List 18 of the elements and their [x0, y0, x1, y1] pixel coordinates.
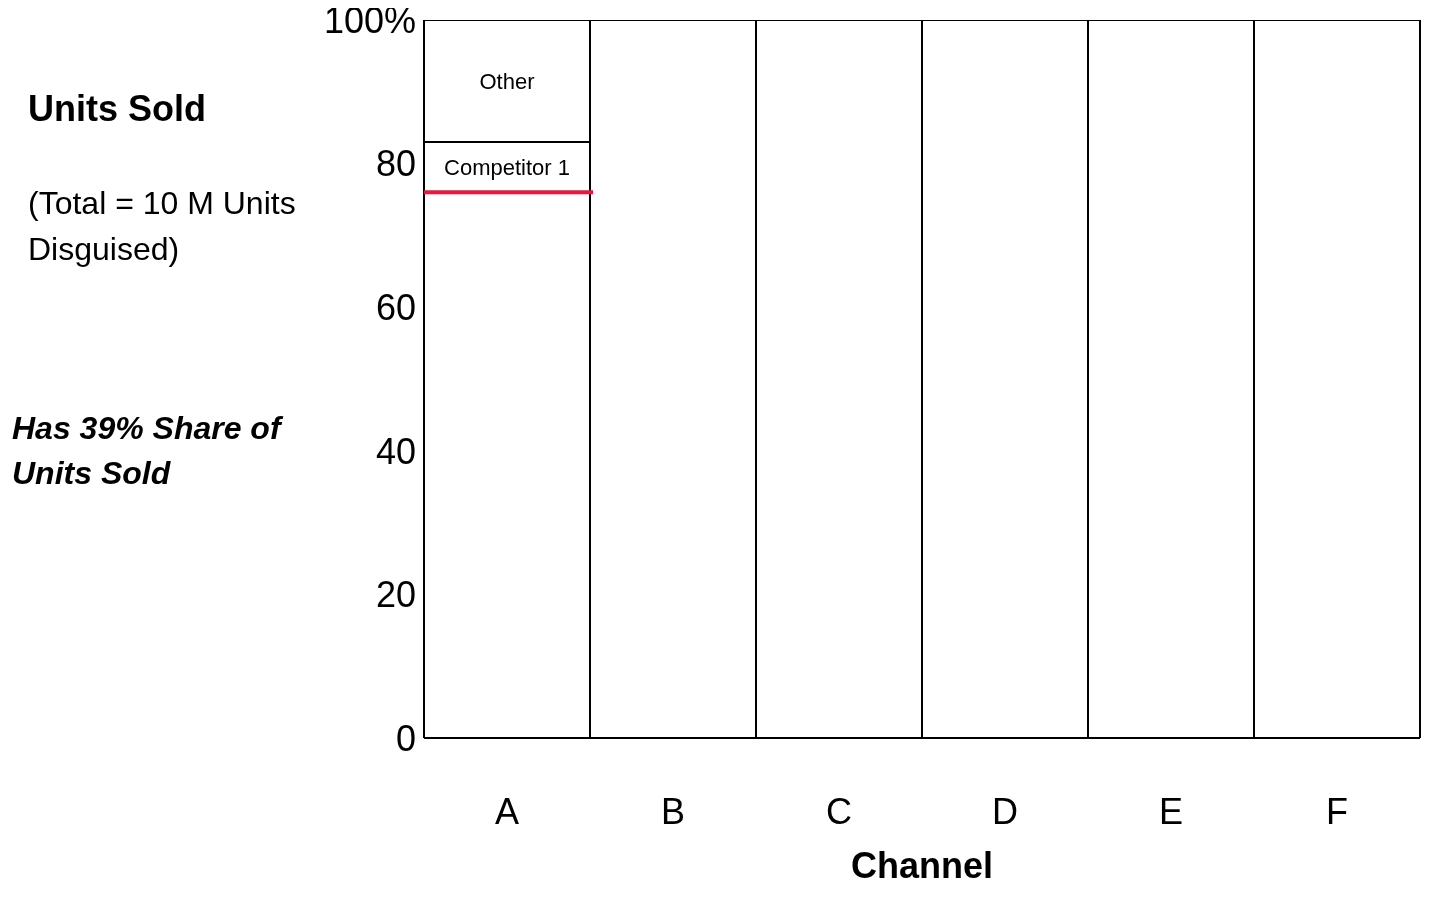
- series-label: Other: [479, 68, 535, 94]
- y-tick-label: 40: [375, 430, 416, 472]
- x-axis-title: Channel: [850, 845, 994, 886]
- x-tick-label: E: [1158, 790, 1184, 832]
- x-tick-label: D: [992, 790, 1018, 832]
- y-tick-label: 60: [375, 286, 416, 328]
- y-tick-label: 20: [375, 574, 416, 616]
- text: (Total = 10 M Units Disguised): [28, 184, 297, 269]
- x-tick-label: B: [660, 790, 686, 832]
- text: Has 39% Share of Units Sold: [12, 409, 285, 493]
- x-tick-label: C: [826, 790, 852, 832]
- x-tick-label: F: [1326, 790, 1348, 832]
- text: Units Sold: [28, 88, 206, 130]
- y-tick-label: 80: [375, 143, 416, 185]
- x-tick-label: A: [494, 790, 520, 832]
- series-label: Competitor 1: [444, 154, 570, 180]
- y-tick-label: 0: [395, 717, 416, 759]
- y-tick-label: 100%: [323, 0, 416, 41]
